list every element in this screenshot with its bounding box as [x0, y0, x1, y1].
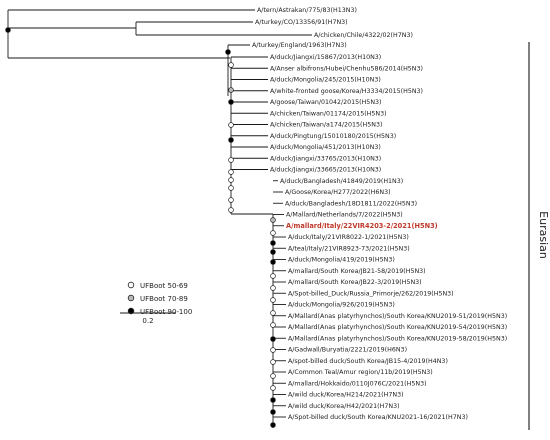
support-node — [228, 62, 234, 68]
taxon-label: A/mallard/Hokkaido/0110J076C/2021(H5N3) — [288, 380, 427, 387]
taxon-label: A/mallard/Italy/22VIR4203-2/2021(H5N3) — [286, 222, 438, 230]
taxon-label: A/mallard/South Korea/JB21-58/2019(H5N3) — [288, 268, 426, 275]
support-node — [270, 422, 276, 428]
taxon-label: A/wild duck/Korea/H42/2021(H7N3) — [288, 403, 400, 410]
legend-marker-ufboot-50-69 — [127, 281, 135, 289]
taxon-label: A/tern/Astrakan/775/83(H13N3) — [257, 7, 357, 14]
support-node — [270, 240, 276, 246]
taxon-label: A/duck/Pingtung/15010180/2015(H5N3) — [270, 133, 396, 140]
support-node — [270, 297, 276, 303]
legend-marker-ufboot-90-100 — [127, 307, 135, 315]
support-node — [270, 409, 276, 415]
scale-bar-label: 0.2 — [142, 317, 153, 325]
support-node — [228, 197, 234, 203]
taxon-label: A/Anser albifrons/Hubei/Chenhu586/2014(H… — [270, 65, 423, 72]
support-node — [270, 249, 276, 255]
support-node — [228, 122, 234, 128]
taxon-label: A/chicken/Chile/4322/02(H7N3) — [314, 32, 413, 39]
taxon-label: A/duck/Mongolia/926/2019(H5N3) — [288, 302, 395, 309]
taxon-label: A/spot-billed duck/South Korea/JB15-4/20… — [288, 358, 448, 365]
taxon-label: A/Mallard(Anas platyrhynchos)/South Kore… — [288, 324, 507, 331]
support-node — [270, 373, 276, 379]
taxon-label: A/turkey/CO/13356/91(H7N3) — [255, 19, 348, 26]
taxon-label: A/turkey/England/1963(H7N3) — [252, 42, 347, 49]
taxon-label: A/duck/Bangladesh/18D1811/2022(H5N3) — [285, 200, 417, 207]
scale-bar: 0.2 — [120, 312, 176, 325]
support-node — [228, 87, 234, 93]
support-node — [228, 185, 234, 191]
support-node — [228, 207, 234, 213]
support-node — [228, 137, 234, 143]
legend: UFBoot 50-69 UFBoot 70-89 UFBoot 90-100 — [127, 281, 192, 316]
legend-label-ufboot-70-89: UFBoot 70-89 — [140, 295, 188, 303]
clade-label: Eurasian — [537, 211, 550, 259]
support-node — [270, 217, 276, 223]
support-node — [270, 336, 276, 342]
support-node — [5, 27, 11, 33]
taxon-label: A/Gadwall/Buryatia/2221/2019(H6N3) — [288, 347, 407, 354]
support-node — [225, 49, 231, 55]
support-node — [270, 259, 276, 265]
support-node — [270, 310, 276, 316]
support-node — [228, 177, 234, 183]
taxon-label: A/duck/Jiangxi/15867/2013(H10N3) — [270, 54, 381, 61]
support-node — [270, 347, 276, 353]
taxon-label: A/duck/Mongolia/419/2019(H5N3) — [288, 257, 395, 264]
support-node — [228, 99, 234, 105]
taxon-labels: A/tern/Astrakan/775/83(H13N3) A/turkey/CO… — [252, 7, 507, 421]
taxon-label: A/duck/Bangladesh/41849/2019(H1N3) — [280, 178, 403, 185]
taxon-label: A/Goose/Korea/H277/2022(H6N3) — [285, 189, 391, 196]
taxon-label: A/Mallard/Netherlands/7/2022(H5N3) — [286, 212, 403, 219]
taxon-label: A/Common Teal/Amur region/11b/2019(H5N3) — [288, 369, 433, 376]
support-node — [270, 273, 276, 279]
support-node — [270, 285, 276, 291]
support-nodes — [5, 27, 276, 428]
taxon-label: A/chicken/Taiwan/a174/2015(H5N3) — [270, 122, 382, 129]
legend-label-ufboot-90-100: UFBoot 90-100 — [140, 308, 192, 316]
taxon-label: A/Spot-billed duck/South Korea/KNU2021-1… — [288, 414, 468, 421]
taxon-label: A/duck/Jiangxi/33665/2013(H10N3) — [270, 167, 381, 174]
taxon-label: A/duck/Italy/21VIR8022-1/2021(H5N3) — [288, 234, 409, 241]
support-node — [270, 359, 276, 365]
taxon-label: A/Mallard(Anas platyrhynchos)/South Kore… — [288, 313, 507, 320]
taxon-label: A/Mallard(Anas platyrhynchos)/South Kore… — [288, 335, 507, 342]
taxon-label: A/duck/Mongolia/451/2013(H10N3) — [270, 144, 381, 151]
support-node — [270, 397, 276, 403]
support-node — [228, 169, 234, 175]
support-node — [270, 230, 276, 236]
support-node — [270, 322, 276, 328]
taxon-label: A/teal/Italy/21VIR8923-73/2021(H5N3) — [288, 245, 410, 252]
taxon-label: A/chicken/Taiwan/01174/2015(H5N3) — [270, 110, 387, 117]
support-node — [270, 385, 276, 391]
taxon-label: A/white-fronted goose/Korea/H3334/2015(H… — [270, 88, 423, 95]
legend-marker-ufboot-70-89 — [127, 294, 135, 302]
taxon-label: A/duck/Jiangxi/33765/2013(H10N3) — [270, 155, 381, 162]
tree-branches — [7, 9, 312, 428]
legend-label-ufboot-50-69: UFBoot 50-69 — [140, 282, 188, 290]
taxon-label: A/wild duck/Korea/H214/2021(H7N3) — [288, 392, 404, 399]
taxon-label: A/duck/Mongolia/245/2015(H10N3) — [270, 77, 381, 84]
taxon-label: A/Spot-billed_Duck/Russia_Primorje/262/2… — [288, 290, 454, 297]
support-node — [228, 157, 234, 163]
eurasian-clade-marker: Eurasian — [528, 42, 550, 430]
taxon-label: A/goose/Taiwan/01042/2015(H5N3) — [270, 99, 382, 106]
taxon-label: A/mallard/South Korea/JB22-3/2019(H5N3) — [288, 279, 422, 286]
